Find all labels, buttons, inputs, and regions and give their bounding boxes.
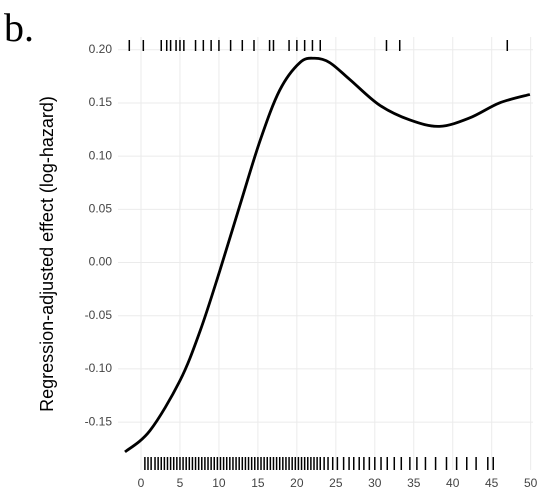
y-tick-label: 0.05 bbox=[89, 202, 113, 216]
x-tick-label: 10 bbox=[212, 476, 226, 490]
x-tick-label: 15 bbox=[251, 476, 265, 490]
x-tick-label: 40 bbox=[446, 476, 460, 490]
y-tick-label: -0.15 bbox=[85, 414, 113, 428]
y-tick-label: 0.00 bbox=[89, 255, 113, 269]
y-tick-label: 0.10 bbox=[89, 148, 113, 162]
x-tick-label: 45 bbox=[485, 476, 499, 490]
panel-label: b. bbox=[4, 5, 34, 50]
x-tick-label: 20 bbox=[290, 476, 304, 490]
y-axis-label: Regression-adjusted effect (log-hazard) bbox=[37, 96, 57, 412]
y-tick-label: -0.10 bbox=[85, 361, 113, 375]
x-tick-label: 0 bbox=[138, 476, 145, 490]
y-tick-label: -0.05 bbox=[85, 308, 113, 322]
y-tick-label: 0.15 bbox=[89, 95, 113, 109]
x-tick-label: 50 bbox=[524, 476, 538, 490]
x-tick-label: 25 bbox=[329, 476, 343, 490]
effect-line bbox=[124, 56, 531, 454]
x-tick-label: 30 bbox=[368, 476, 382, 490]
x-tick-label: 5 bbox=[177, 476, 184, 490]
x-tick-label: 35 bbox=[407, 476, 421, 490]
y-tick-label: 0.20 bbox=[89, 42, 113, 56]
